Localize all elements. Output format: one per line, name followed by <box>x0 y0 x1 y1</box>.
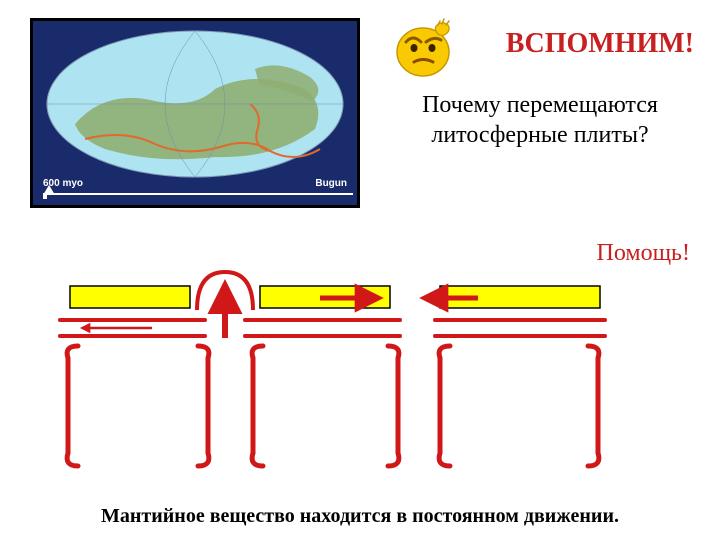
caption: Мантийное вещество находится в постоянно… <box>0 505 720 528</box>
convection-cells <box>67 346 599 466</box>
help-link[interactable]: Помощь! <box>597 240 690 267</box>
mantle-convection-diagram <box>40 268 630 488</box>
question-text: Почему перемещаются литосферные плиты? <box>380 90 700 150</box>
question-line1: Почему перемещаются <box>422 92 658 118</box>
map-time-slider <box>43 193 353 199</box>
upwelling <box>197 272 253 338</box>
plate-1 <box>70 286 190 308</box>
map-globe <box>45 29 345 179</box>
map-thumbnail: 600 myo Bugun <box>30 18 360 208</box>
thinking-emoji <box>388 12 458 87</box>
question-line2: литосферные плиты? <box>431 122 648 148</box>
map-now-label: Bugun <box>315 178 347 189</box>
